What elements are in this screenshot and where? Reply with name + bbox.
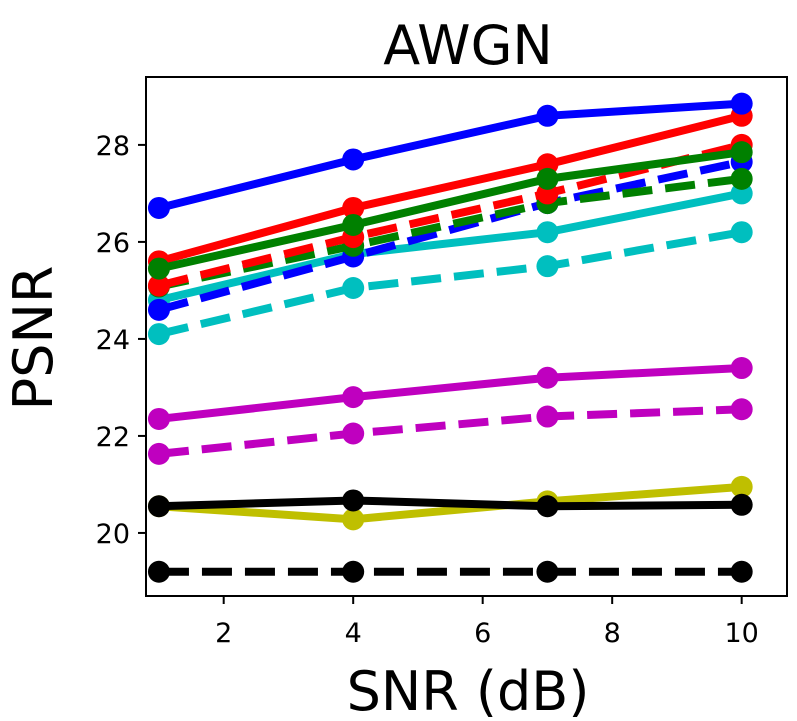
data-point <box>536 560 559 583</box>
series-cyan-dashed <box>147 221 753 346</box>
series-line <box>158 364 742 423</box>
data-point <box>342 560 365 583</box>
series-green-solid <box>147 141 753 280</box>
data-point <box>730 493 753 516</box>
data-point <box>730 357 753 380</box>
series-black-solid <box>147 489 753 518</box>
x-tick-label: 6 <box>474 618 491 649</box>
series-line <box>157 111 743 266</box>
series-line <box>158 174 743 291</box>
data-point <box>342 508 365 531</box>
data-point <box>342 148 365 171</box>
series-line <box>158 482 742 524</box>
data-point <box>342 276 365 299</box>
y-tick-label: 26 <box>96 228 130 259</box>
data-point <box>730 92 753 115</box>
y-tick-label: 22 <box>96 422 130 453</box>
x-tick-label: 8 <box>604 618 621 649</box>
data-point <box>536 167 559 190</box>
y-tick-label: 20 <box>96 519 130 550</box>
data-point <box>730 398 753 421</box>
series-line <box>158 148 743 273</box>
y-axis-label: PSNR <box>2 266 65 411</box>
data-point <box>730 221 753 244</box>
data-point <box>536 405 559 428</box>
data-point <box>730 167 753 190</box>
chart-title: AWGN <box>383 14 553 77</box>
data-point <box>147 495 170 518</box>
series-line <box>157 157 743 314</box>
data-point <box>342 422 365 445</box>
series-line <box>158 496 742 511</box>
data-point <box>342 213 365 236</box>
data-point <box>536 366 559 389</box>
x-axis-label: SNR (dB) <box>347 660 590 721</box>
data-point <box>536 255 559 278</box>
data-point <box>147 257 170 280</box>
data-point <box>147 407 170 430</box>
data-point <box>536 221 559 244</box>
data-point <box>730 560 753 583</box>
series-magenta-solid <box>147 357 753 430</box>
data-point <box>342 386 365 409</box>
series-line <box>158 228 743 338</box>
y-tick-label: 24 <box>96 325 130 356</box>
data-point <box>536 495 559 518</box>
data-point <box>342 489 365 512</box>
data-point <box>147 274 170 297</box>
series-line <box>158 405 742 458</box>
data-point <box>147 298 170 321</box>
y-tick-label: 28 <box>96 131 130 162</box>
data-point <box>147 323 170 346</box>
series-red-dashed <box>147 133 753 297</box>
series-line <box>158 189 743 305</box>
data-point <box>536 104 559 127</box>
data-point <box>147 196 170 219</box>
data-point <box>730 141 753 164</box>
x-tick-label: 4 <box>345 618 362 649</box>
series-black-dashed <box>147 560 753 583</box>
plot-frame <box>145 76 788 597</box>
data-point <box>147 560 170 583</box>
x-tick-label: 2 <box>215 618 232 649</box>
series-line <box>157 99 742 212</box>
x-tick-label: 10 <box>724 618 758 649</box>
series-magenta-dashed <box>147 398 753 465</box>
data-point <box>342 196 365 219</box>
data-point <box>147 442 170 465</box>
series-blue-solid <box>147 92 753 219</box>
data-point <box>730 475 753 498</box>
plot-area <box>147 92 753 583</box>
